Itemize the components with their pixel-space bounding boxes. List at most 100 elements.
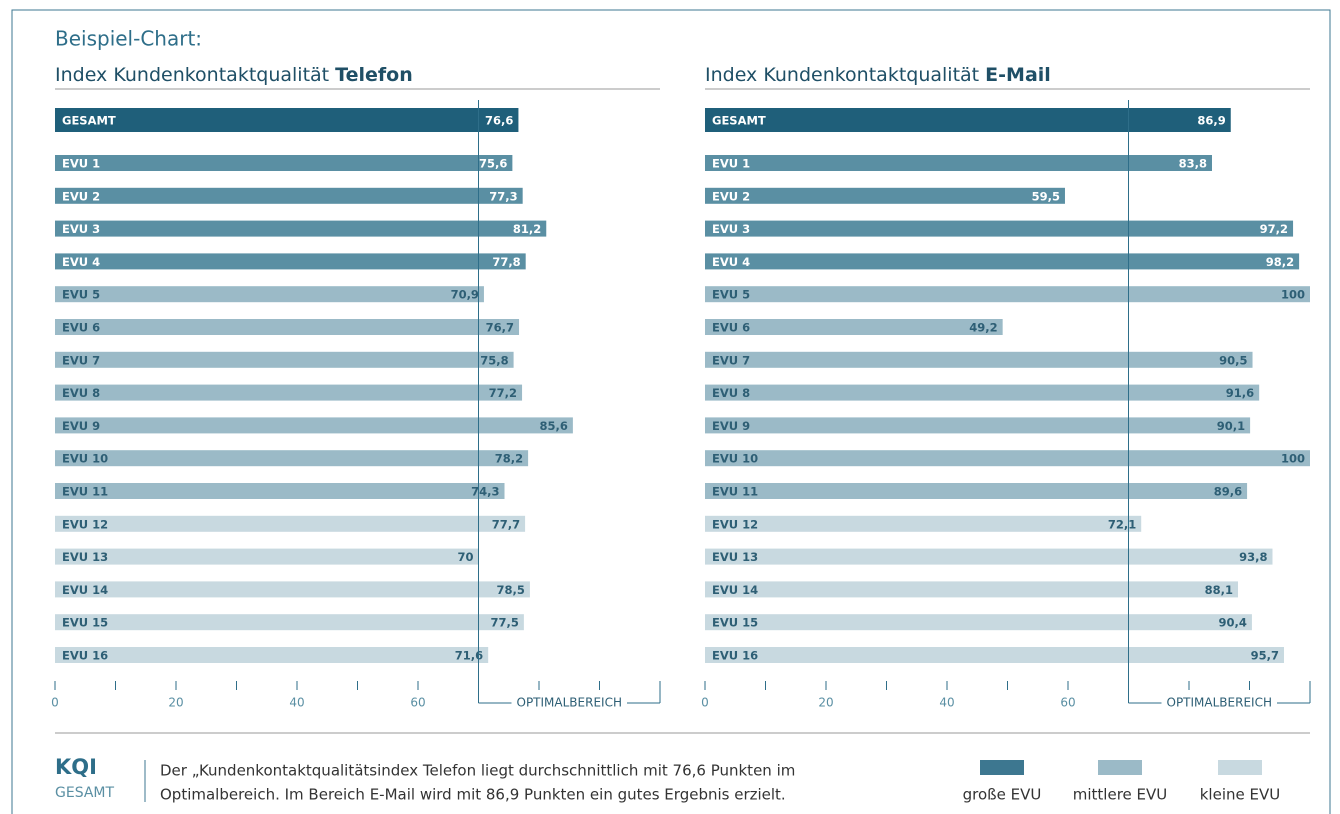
category-label: EVU 2 bbox=[62, 189, 100, 203]
bar bbox=[55, 647, 489, 663]
bar bbox=[55, 548, 479, 565]
category-label: EVU 14 bbox=[62, 583, 108, 597]
category-label: EVU 6 bbox=[62, 321, 100, 335]
category-label: EVU 10 bbox=[62, 452, 108, 466]
bar bbox=[705, 417, 1251, 434]
category-label: EVU 7 bbox=[62, 353, 100, 367]
x-tick-label: 20 bbox=[168, 696, 183, 710]
bar bbox=[55, 351, 514, 368]
bar bbox=[55, 384, 523, 401]
category-label: EVU 13 bbox=[62, 550, 108, 564]
category-label: EVU 7 bbox=[712, 353, 750, 367]
legend-swatch bbox=[1218, 760, 1262, 775]
value-label: 77,7 bbox=[492, 517, 520, 531]
x-tick-label: 40 bbox=[939, 696, 954, 710]
category-label: EVU 16 bbox=[62, 649, 108, 663]
value-label: 75,8 bbox=[480, 353, 508, 367]
value-label: 93,8 bbox=[1239, 550, 1267, 564]
category-label: EVU 13 bbox=[712, 550, 758, 564]
value-label: 78,2 bbox=[495, 452, 523, 466]
value-label: 83,8 bbox=[1179, 157, 1207, 171]
range-label: OPTIMALBEREICH bbox=[1167, 696, 1272, 710]
category-label: EVU 12 bbox=[712, 517, 758, 531]
value-label: 77,3 bbox=[489, 189, 517, 203]
range-label: OPTIMALBEREICH bbox=[517, 696, 622, 710]
value-label: 86,9 bbox=[1197, 114, 1225, 128]
bar bbox=[705, 515, 1142, 532]
bar bbox=[55, 515, 526, 532]
footer-text: Der „Kundenkontaktqualitätsindex Telefon… bbox=[160, 762, 795, 780]
value-label: 70 bbox=[457, 550, 473, 564]
category-label: EVU 1 bbox=[712, 157, 750, 171]
bar bbox=[55, 483, 505, 499]
frame bbox=[11, 9, 1331, 814]
header: Beispiel-Chart: bbox=[55, 27, 202, 51]
bar bbox=[55, 286, 484, 303]
value-label: 91,6 bbox=[1226, 386, 1254, 400]
value-label: 72,1 bbox=[1108, 517, 1136, 531]
category-label: EVU 16 bbox=[712, 649, 758, 663]
bar bbox=[705, 548, 1273, 565]
value-label: 90,1 bbox=[1217, 419, 1245, 433]
bar bbox=[705, 647, 1284, 663]
bar bbox=[55, 319, 520, 335]
bar bbox=[55, 614, 524, 631]
legend-label: kleine EVU bbox=[1200, 786, 1280, 804]
value-label: 77,2 bbox=[489, 386, 517, 400]
x-tick-label: 0 bbox=[701, 696, 709, 710]
category-label: EVU 11 bbox=[712, 485, 758, 499]
value-label: 97,2 bbox=[1260, 222, 1288, 236]
value-label: 70,9 bbox=[451, 288, 479, 302]
category-label: EVU 3 bbox=[62, 222, 100, 236]
title-emphasis: E-Mail bbox=[985, 64, 1051, 86]
kqi: KQI bbox=[55, 755, 97, 779]
title-text: Index Kundenkontaktqualität bbox=[705, 64, 979, 86]
category-label: EVU 4 bbox=[62, 255, 100, 269]
value-label: 100 bbox=[1281, 288, 1305, 302]
bar bbox=[705, 220, 1294, 237]
bar bbox=[705, 483, 1248, 499]
value-label: 98,2 bbox=[1266, 255, 1294, 269]
bar bbox=[705, 384, 1260, 401]
value-label: 71,6 bbox=[455, 649, 483, 663]
bar bbox=[55, 450, 529, 467]
value-label: 85,6 bbox=[540, 419, 568, 433]
bar bbox=[55, 220, 547, 237]
chart-title: Index Kundenkontaktqualität E-Mail bbox=[705, 64, 1051, 86]
x-tick-label: 20 bbox=[818, 696, 833, 710]
bar bbox=[705, 319, 1003, 335]
category-label: EVU 9 bbox=[62, 419, 100, 433]
category-label: EVU 11 bbox=[62, 485, 108, 499]
category-label: EVU 9 bbox=[712, 419, 750, 433]
bar bbox=[55, 155, 513, 171]
value-label: 59,5 bbox=[1032, 189, 1060, 203]
title-emphasis: Telefon bbox=[335, 64, 413, 86]
value-label: 77,8 bbox=[492, 255, 520, 269]
value-label: 95,7 bbox=[1251, 649, 1279, 663]
category-label: EVU 15 bbox=[62, 616, 108, 630]
x-tick-label: 60 bbox=[410, 696, 425, 710]
category-label: EVU 10 bbox=[712, 452, 758, 466]
legend-label: große EVU bbox=[963, 786, 1042, 804]
bar bbox=[705, 286, 1310, 303]
category-label: EVU 12 bbox=[62, 517, 108, 531]
x-tick-label: 60 bbox=[1060, 696, 1075, 710]
category-label: GESAMT bbox=[62, 114, 116, 128]
category-label: EVU 6 bbox=[712, 321, 750, 335]
category-label: EVU 4 bbox=[712, 255, 750, 269]
kqi-sub: GESAMT bbox=[55, 785, 114, 801]
bar bbox=[705, 351, 1253, 368]
legend-label: mittlere EVU bbox=[1073, 786, 1168, 804]
category-label: EVU 8 bbox=[62, 386, 100, 400]
category-label: EVU 15 bbox=[712, 616, 758, 630]
legend-swatch bbox=[1098, 760, 1142, 775]
bar bbox=[705, 581, 1239, 598]
value-label: 75,6 bbox=[479, 157, 507, 171]
category-label: EVU 5 bbox=[712, 288, 750, 302]
category-label: EVU 2 bbox=[712, 189, 750, 203]
value-label: 77,5 bbox=[491, 616, 519, 630]
value-label: 90,4 bbox=[1219, 616, 1247, 630]
bar bbox=[705, 187, 1065, 204]
bar bbox=[55, 253, 526, 270]
